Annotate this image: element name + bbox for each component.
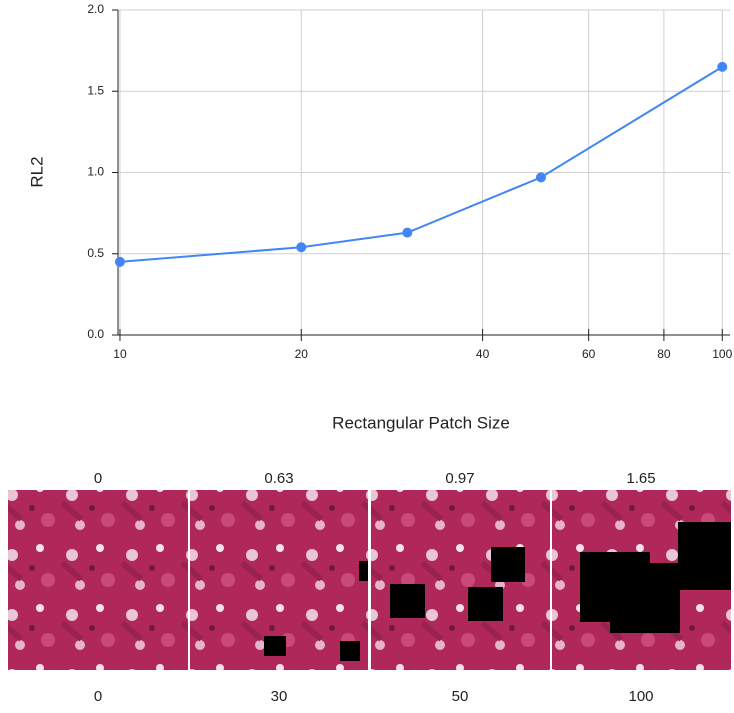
x-tick-label: 20 [295,347,309,361]
image-bottom-label: 0 [94,688,102,705]
images [8,490,731,670]
patches [264,522,731,661]
point [296,242,307,253]
point [114,256,125,267]
x-tick-label: 60 [582,347,596,361]
x-axis-label: Rectangular Patch Size [332,413,510,432]
y-axis-label: RL2 [27,156,46,187]
y-tick-label: 0.0 [87,327,104,341]
image-top-label: 0.63 [264,470,293,487]
y-tick-label: 2.0 [87,2,104,16]
line [119,66,723,263]
image-top-label: 1.65 [626,470,655,487]
image-bottom-label: 50 [452,688,469,705]
y-tick-label: 1.0 [87,165,104,179]
image-bottom-label: 30 [271,688,288,705]
image-top-label: 0.97 [445,470,474,487]
y-tick-label: 0.5 [87,246,104,260]
x-tick-label: 80 [657,347,671,361]
y-tick-label: 1.5 [87,83,104,97]
x-tick-label: 40 [476,347,490,361]
image [8,490,188,670]
image-bottom-label: 100 [628,688,653,705]
point [717,61,728,72]
x-tick-label: 10 [113,347,127,361]
point [535,172,546,183]
x-tick-label: 100 [712,347,732,361]
image-top-label: 0 [94,470,102,487]
point [402,227,413,238]
